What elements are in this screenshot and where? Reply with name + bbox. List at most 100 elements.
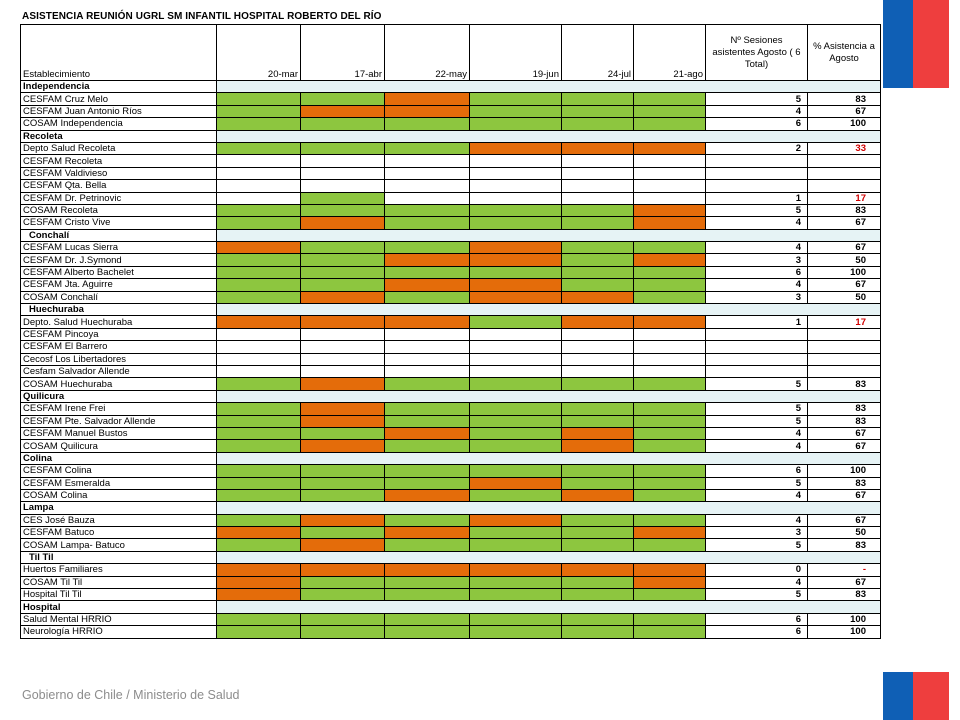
attendance-present-cell [216,117,301,131]
establecimiento-name: CESFAM Cruz Melo [20,92,217,106]
attendance-empty-cell [300,179,385,193]
sessions-count: 6 [705,625,808,639]
attendance-absent-cell [469,278,562,292]
attendance-present-cell [216,402,301,416]
attendance-present-cell [300,464,385,478]
attendance-percent: 33 [807,141,881,156]
section-label: Til Til [20,550,217,565]
attendance-absent-cell [300,563,385,577]
attendance-empty-cell [216,154,301,168]
header-date: 21-ago [633,24,706,81]
attendance-present-cell [469,402,562,416]
sessions-count: 4 [705,513,808,528]
establecimiento-name: COSAM Conchalí [20,290,217,305]
sessions-count: 5 [705,476,808,490]
section-band [216,79,881,94]
table-row: CESFAM Cristo Vive 4 67 [20,216,881,230]
attendance-absent-cell [384,315,470,329]
sessions-count: 2 [705,141,808,156]
attendance-empty-cell [633,154,706,168]
attendance-present-cell [561,587,634,602]
attendance-present-cell [469,117,562,131]
attendance-present-cell [469,612,562,627]
attendance-empty-cell [561,327,634,342]
section-row: Recoleta [20,129,881,143]
sessions-count: 3 [705,526,808,540]
sessions-count: 5 [705,92,808,106]
attendance-empty-cell [469,166,562,181]
attendance-empty-cell [633,327,706,342]
attendance-percent: 83 [807,402,881,416]
attendance-absent-cell [384,426,470,441]
attendance-present-cell [469,464,562,478]
establecimiento-name: CESFAM Pte. Salvador Allende [20,414,217,428]
establecimiento-name: CESFAM Manuel Bustos [20,426,217,441]
table-row: Huertos Familiares 0- [20,563,881,577]
attendance-present-cell [216,141,301,156]
establecimiento-name: CESFAM Juan Antonio Ríos [20,104,217,119]
table-row: CESFAM Batuco 3 50 [20,526,881,540]
attendance-present-cell [300,92,385,106]
attendance-absent-cell [561,290,634,305]
attendance-absent-cell [469,253,562,267]
attendance-empty-cell [384,364,470,379]
sessions-count: 3 [705,290,808,305]
attendance-present-cell [384,513,470,528]
sessions-count: 5 [705,587,808,602]
sessions-count [705,364,808,379]
attendance-absent-cell [633,203,706,218]
sessions-count: 1 [705,315,808,329]
attendance-present-cell [561,216,634,230]
sessions-count: 5 [705,538,808,552]
attendance-present-cell [384,203,470,218]
attendance-present-cell [633,426,706,441]
table-row: COSAM Recoleta 5 83 [20,203,881,218]
attendance-percent: 67 [807,488,881,503]
attendance-present-cell [300,426,385,441]
attendance-empty-cell [300,340,385,354]
sessions-count: 3 [705,253,808,267]
attendance-absent-cell [300,104,385,119]
sessions-count [705,327,808,342]
attendance-empty-cell [633,166,706,181]
attendance-percent: 83 [807,587,881,602]
attendance-absent-cell [469,563,562,577]
flag-red-stripe [913,0,949,88]
attendance-present-cell [384,241,470,255]
attendance-absent-cell [561,563,634,577]
sessions-count: 4 [705,104,808,119]
sessions-count [705,179,808,193]
table-row: Depto Salud Recoleta 2 33 [20,141,881,156]
sessions-count: 4 [705,439,808,453]
section-label: Hospital [20,600,217,614]
attendance-percent [807,154,881,168]
establecimiento-name: CESFAM Batuco [20,526,217,540]
section-label: Lampa [20,501,217,515]
attendance-absent-cell [469,141,562,156]
sessions-count [705,166,808,181]
attendance-present-cell [300,526,385,540]
table-row: CESFAM Dr. J.Symond 3 50 [20,253,881,267]
attendance-present-cell [300,278,385,292]
flag-blue-stripe [883,0,913,88]
footer-text: Gobierno de Chile / Ministerio de Salud [22,688,240,702]
attendance-empty-cell [633,364,706,379]
attendance-present-cell [384,612,470,627]
attendance-present-cell [633,587,706,602]
attendance-present-cell [384,141,470,156]
table-row: Salud Mental HRRIO 6 100 [20,612,881,627]
sessions-count: 5 [705,402,808,416]
section-band [216,129,881,143]
establecimiento-name: CESFAM Qta. Bella [20,179,217,193]
establecimiento-name: COSAM Til Til [20,575,217,590]
attendance-absent-cell [633,575,706,590]
header-date: 20-mar [216,24,301,81]
attendance-present-cell [384,377,470,391]
attendance-empty-cell [561,179,634,193]
attendance-present-cell [633,612,706,627]
attendance-present-cell [561,513,634,528]
establecimiento-name: CESFAM Valdivieso [20,166,217,181]
attendance-present-cell [469,439,562,453]
attendance-present-cell [633,117,706,131]
table-row: CESFAM Valdivieso [20,166,881,181]
